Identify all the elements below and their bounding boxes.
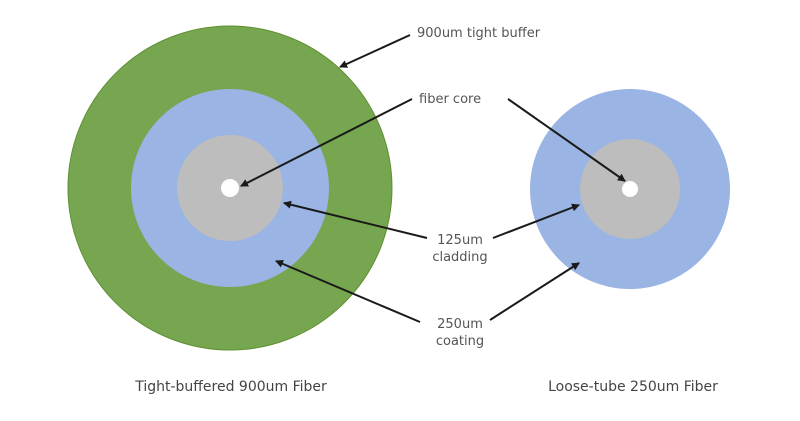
arrow-core-left [240, 98, 413, 187]
label-coating: 250um coating [420, 316, 500, 350]
label-cladding-name: cladding [432, 250, 488, 265]
label-core: fiber core [419, 92, 482, 107]
arrow-cladding-left [283, 200, 428, 239]
core [221, 179, 239, 197]
caption-tight-buffered: Tight-buffered 900um Fiber [135, 379, 327, 395]
arrow-cladding-right [492, 203, 580, 239]
core [622, 181, 638, 197]
label-coating-size: 250um [437, 317, 483, 332]
label-cladding: 125um cladding [420, 232, 500, 266]
arrow-core-right [507, 98, 626, 182]
arrow-coating-left [275, 260, 421, 323]
arrow-buffer [339, 34, 411, 68]
tight-buffered-fiber [67, 25, 393, 351]
loose-tube-fiber [530, 89, 730, 289]
caption-loose-tube: Loose-tube 250um Fiber [548, 379, 718, 395]
label-buffer: 900um tight buffer [417, 26, 541, 41]
label-cladding-size: 125um [437, 233, 483, 248]
arrow-coating-right [489, 262, 580, 321]
label-coating-name: coating [435, 334, 485, 349]
